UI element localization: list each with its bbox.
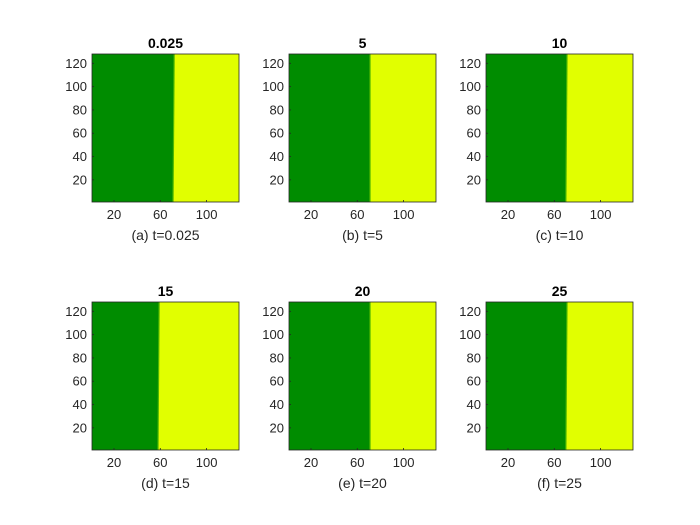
y-tick-label: 100 [65,79,87,94]
y-tick-label: 100 [262,79,284,94]
y-tick-label: 20 [467,420,481,435]
y-tick-label: 20 [270,420,284,435]
y-tick-label: 80 [73,350,87,365]
y-tick-label: 80 [270,350,284,365]
axes-box [91,301,240,451]
x-tick-label: 100 [393,455,415,470]
y-tick-label: 120 [459,304,481,319]
subplot-caption: (f) t=25 [537,475,582,491]
x-tick-label: 60 [547,207,561,222]
y-tick-label: 20 [270,172,284,187]
x-tick-label: 100 [393,207,415,222]
y-tick-label: 80 [467,350,481,365]
y-tick-label: 60 [73,126,87,141]
x-tick-label: 100 [196,455,218,470]
axes-box [288,301,437,451]
x-tick-label: 100 [590,455,612,470]
y-tick-label: 100 [459,327,481,342]
y-tick-label: 80 [73,102,87,117]
axes-box [485,301,634,451]
y-tick-label: 100 [459,79,481,94]
subplot-caption: (d) t=15 [141,475,190,491]
x-tick-label: 100 [590,207,612,222]
left-region [289,302,371,450]
axes-box [485,53,634,203]
axes-box [91,53,240,203]
y-tick-label: 80 [270,102,284,117]
x-tick-label: 60 [153,455,167,470]
y-tick-label: 40 [467,397,481,412]
x-tick-label: 20 [501,207,515,222]
x-tick-label: 20 [501,455,515,470]
y-tick-label: 60 [270,126,284,141]
y-tick-label: 20 [73,420,87,435]
y-tick-label: 120 [459,56,481,71]
subplot-title: 5 [359,35,367,51]
subplot-3: 20 60 100 20 40 60 80 100 120 15 (d) t=15 [65,283,240,491]
subplot-title: 10 [552,35,568,51]
y-tick-label: 60 [467,374,481,389]
y-tick-label: 100 [65,327,87,342]
x-tick-label: 60 [350,455,364,470]
y-tick-label: 60 [73,374,87,389]
y-tick-label: 20 [467,172,481,187]
subplot-title: 0.025 [148,35,183,51]
interface-line [172,53,175,203]
y-tick-label: 120 [262,56,284,71]
y-tick-label: 20 [73,172,87,187]
y-tick-label: 120 [262,304,284,319]
axes-box [288,53,437,203]
y-tick-label: 40 [270,149,284,164]
y-tick-label: 40 [73,149,87,164]
subplot-1: 20 60 100 20 40 60 80 100 120 5 (b) t=5 [262,35,437,243]
left-region [486,54,568,202]
x-tick-label: 20 [304,455,318,470]
x-tick-label: 20 [304,207,318,222]
y-tick-label: 120 [65,56,87,71]
x-tick-label: 100 [196,207,218,222]
subplot-5: 20 60 100 20 40 60 80 100 120 25 (f) t=25 [459,283,634,491]
subplot-title: 15 [158,283,174,299]
subplot-caption: (a) t=0.025 [131,227,199,243]
y-tick-label: 60 [467,126,481,141]
x-tick-label: 20 [107,207,121,222]
subplot-0: 20 60 100 20 40 60 80 100 120 0.025 (a) t=0.025 [65,35,240,243]
subplot-title: 20 [355,283,371,299]
subplot-title: 25 [552,283,568,299]
x-tick-label: 60 [547,455,561,470]
y-tick-label: 40 [73,397,87,412]
left-region [92,302,160,450]
y-tick-label: 60 [270,374,284,389]
left-region [289,54,371,202]
subplot-4: 20 60 100 20 40 60 80 100 120 20 (e) t=20 [262,283,437,491]
left-region [92,54,175,202]
x-tick-label: 60 [153,207,167,222]
subplot-2: 20 60 100 20 40 60 80 100 120 10 (c) t=10 [459,35,634,243]
subplot-caption: (b) t=5 [342,227,383,243]
x-tick-label: 60 [350,207,364,222]
interface-line [565,53,568,203]
y-tick-label: 100 [262,327,284,342]
interface-line [565,301,568,451]
subplot-caption: (e) t=20 [338,475,387,491]
y-tick-label: 120 [65,304,87,319]
y-tick-label: 80 [467,102,481,117]
y-tick-label: 40 [270,397,284,412]
left-region [486,302,568,450]
subplot-caption: (c) t=10 [536,227,584,243]
y-tick-label: 40 [467,149,481,164]
x-tick-label: 20 [107,455,121,470]
interface-line [157,301,160,451]
